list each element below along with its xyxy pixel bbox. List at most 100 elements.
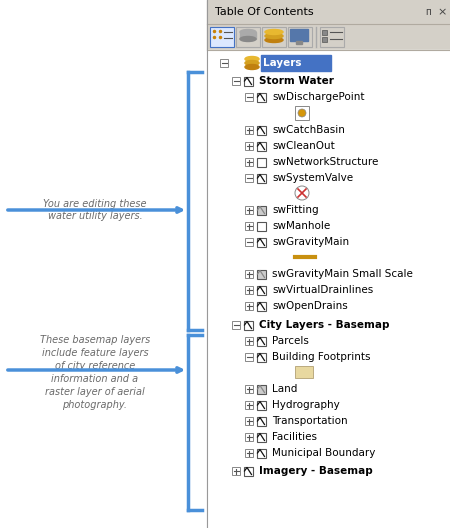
Ellipse shape	[245, 61, 259, 65]
Bar	[245, 222, 253, 230]
Bar	[245, 238, 253, 246]
Text: These basemap layers: These basemap layers	[40, 335, 150, 345]
Bar	[256, 142, 266, 150]
Text: information and a: information and a	[51, 374, 139, 384]
Text: of city reference: of city reference	[55, 361, 135, 371]
Ellipse shape	[265, 37, 283, 42]
Bar	[245, 302, 253, 310]
Text: City Layers - Basemap: City Layers - Basemap	[259, 320, 390, 330]
Bar	[256, 92, 266, 101]
Bar	[262, 27, 286, 47]
Text: swSystemValve: swSystemValve	[272, 173, 353, 183]
Text: Storm Water: Storm Water	[259, 76, 334, 86]
Circle shape	[298, 109, 306, 117]
Bar	[245, 353, 253, 361]
Text: photography.: photography.	[63, 400, 127, 410]
Bar	[261, 55, 331, 71]
Bar	[256, 432, 266, 441]
Bar	[207, 50, 450, 528]
Bar	[243, 77, 252, 86]
Text: Layers: Layers	[263, 58, 302, 68]
Bar	[236, 27, 260, 47]
Bar	[256, 336, 266, 345]
Text: ᴨ: ᴨ	[425, 7, 431, 17]
Text: Parcels: Parcels	[272, 336, 309, 346]
Bar	[256, 174, 266, 183]
Bar	[256, 448, 266, 457]
Bar	[256, 353, 266, 362]
Circle shape	[295, 186, 309, 200]
Text: swDischargePoint: swDischargePoint	[272, 92, 365, 102]
Bar	[256, 269, 266, 278]
Text: swOpenDrains: swOpenDrains	[272, 301, 348, 311]
Bar	[245, 401, 253, 409]
Bar	[232, 77, 240, 85]
Text: raster layer of aerial: raster layer of aerial	[45, 387, 145, 397]
Bar	[322, 30, 327, 35]
Bar	[256, 301, 266, 310]
Text: Facilities: Facilities	[272, 432, 317, 442]
Bar	[232, 321, 240, 329]
Bar	[256, 286, 266, 295]
Text: Municipal Boundary: Municipal Boundary	[272, 448, 375, 458]
Text: swCatchBasin: swCatchBasin	[272, 125, 345, 135]
Bar	[207, 0, 450, 24]
Text: swCleanOut: swCleanOut	[272, 141, 335, 151]
Bar	[256, 238, 266, 247]
Bar	[245, 93, 253, 101]
Text: Transportation: Transportation	[272, 416, 347, 426]
Text: ×: ×	[437, 7, 447, 17]
Text: include feature layers: include feature layers	[42, 348, 148, 358]
Bar	[288, 27, 312, 47]
Ellipse shape	[245, 64, 259, 70]
Ellipse shape	[265, 33, 283, 39]
Bar	[245, 126, 253, 134]
Ellipse shape	[240, 30, 256, 34]
Text: swGravityMain Small Scale: swGravityMain Small Scale	[272, 269, 413, 279]
Text: Hydrography: Hydrography	[272, 400, 340, 410]
Bar	[245, 206, 253, 214]
Bar	[256, 417, 266, 426]
Text: Land: Land	[272, 384, 297, 394]
Text: swFitting: swFitting	[272, 205, 319, 215]
Bar	[245, 417, 253, 425]
Bar	[256, 384, 266, 393]
Bar	[295, 106, 309, 120]
Bar	[245, 158, 253, 166]
Ellipse shape	[265, 30, 283, 34]
Bar	[245, 385, 253, 393]
Bar	[256, 126, 266, 135]
Bar	[207, 0, 450, 528]
Text: swGravityMain: swGravityMain	[272, 237, 349, 247]
Bar	[256, 401, 266, 410]
Ellipse shape	[240, 36, 256, 42]
Text: You are editing these: You are editing these	[43, 199, 147, 209]
Bar	[240, 32, 256, 39]
Bar	[256, 222, 266, 231]
Text: swVirtualDrainlines: swVirtualDrainlines	[272, 285, 373, 295]
Ellipse shape	[245, 56, 259, 61]
Bar	[295, 366, 313, 378]
Text: Imagery - Basemap: Imagery - Basemap	[259, 466, 373, 476]
Bar	[256, 157, 266, 166]
Text: water utility layers.: water utility layers.	[48, 211, 142, 221]
Text: Table Of Contents: Table Of Contents	[215, 7, 314, 17]
Bar	[245, 270, 253, 278]
Bar	[245, 433, 253, 441]
Bar	[207, 24, 450, 50]
Bar	[296, 41, 302, 44]
Bar	[245, 337, 253, 345]
FancyBboxPatch shape	[290, 29, 308, 41]
Text: swNetworkStructure: swNetworkStructure	[272, 157, 378, 167]
Bar	[245, 449, 253, 457]
Bar	[232, 467, 240, 475]
Bar	[245, 174, 253, 182]
Bar	[243, 467, 252, 476]
Bar	[320, 27, 344, 47]
Bar	[220, 59, 228, 67]
Text: Building Footprints: Building Footprints	[272, 352, 370, 362]
Text: swManhole: swManhole	[272, 221, 330, 231]
Bar	[245, 142, 253, 150]
Bar	[256, 205, 266, 214]
Bar	[243, 320, 252, 329]
